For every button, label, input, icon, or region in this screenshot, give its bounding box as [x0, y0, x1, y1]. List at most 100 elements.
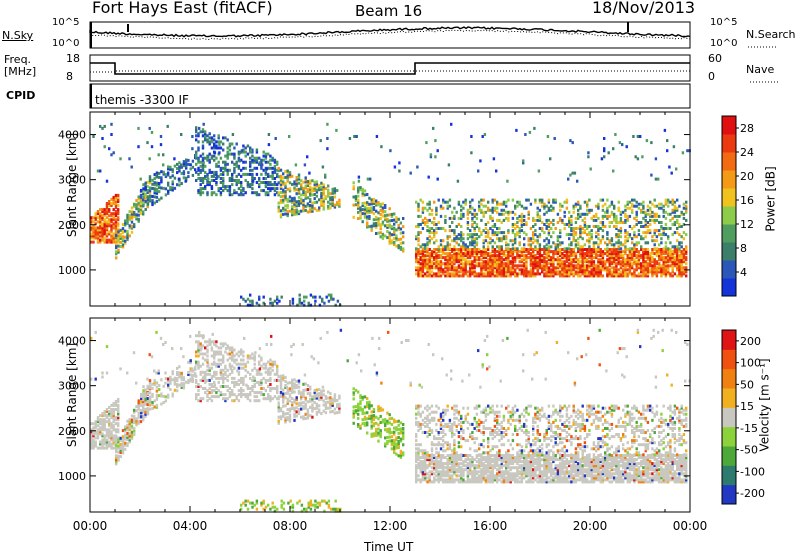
power-cell [529, 268, 533, 272]
power-cell [676, 260, 679, 264]
power-cell [491, 210, 494, 214]
power-cell [525, 268, 528, 272]
power-cell [117, 236, 120, 240]
power-cell [363, 211, 367, 215]
power-cell [219, 146, 223, 150]
velocity-cell [264, 397, 268, 401]
power-cell [606, 254, 609, 258]
velocity-cell [204, 370, 207, 374]
power-cell [471, 243, 474, 247]
power-cell [534, 254, 537, 258]
power-cell [527, 270, 530, 274]
power-cell [646, 270, 650, 274]
velocity-cell [130, 426, 134, 430]
power-cell [583, 254, 587, 258]
power-cell [235, 181, 238, 184]
power-cell [655, 274, 659, 278]
velocity-cell [219, 352, 223, 356]
power-cell [613, 245, 616, 249]
power-cell [282, 200, 285, 204]
power-cell [658, 248, 661, 251]
power-cell [559, 254, 562, 258]
velocity-cell [117, 458, 120, 462]
power-cell [460, 270, 463, 274]
power-cell [336, 203, 339, 207]
power-cell [286, 204, 289, 207]
velocity-cell [189, 377, 192, 381]
velocity-cell [264, 366, 268, 370]
power-cell [529, 243, 533, 247]
power-cell [473, 214, 476, 218]
power-cell [671, 200, 674, 204]
velocity-cell [130, 436, 134, 440]
power-cell [547, 198, 551, 202]
power-cell [561, 256, 564, 260]
power-cell [583, 272, 587, 276]
power-cell [496, 254, 499, 258]
power-cell [368, 202, 371, 206]
power-cell [482, 262, 485, 266]
power-cell [435, 206, 438, 210]
power-cell [541, 268, 544, 272]
power-cell [685, 200, 688, 204]
power-cell [464, 266, 467, 270]
power-cell [155, 181, 159, 185]
velocity-cell [126, 423, 129, 427]
power-cell [215, 193, 218, 197]
power-cell [626, 206, 629, 210]
power-cell [96, 169, 100, 173]
velocity-cell [201, 362, 205, 366]
power-cell [523, 250, 526, 254]
velocity-cell [300, 395, 303, 399]
velocity-cell [288, 395, 292, 399]
velocity-cell [219, 370, 223, 374]
power-cell [543, 206, 546, 210]
power-cell [311, 201, 314, 205]
power-cell [633, 216, 636, 220]
velocity-cell [128, 440, 131, 444]
power-cell [586, 266, 589, 270]
power-cell [534, 245, 537, 249]
power-cell [208, 170, 211, 174]
velocity-cell [213, 380, 216, 384]
velocity-cell [148, 407, 152, 411]
velocity-cell [258, 380, 261, 384]
velocity-cell [112, 410, 115, 413]
velocity-cell [114, 436, 118, 440]
power-cell [279, 213, 283, 217]
power-cell [204, 132, 207, 136]
power-cell [599, 198, 602, 202]
power-cell [171, 186, 174, 190]
power-cell [592, 260, 596, 264]
power-cell [204, 138, 207, 142]
power-cell [295, 178, 298, 181]
power-cell [536, 272, 539, 276]
velocity-cell [295, 410, 298, 414]
power-cell [114, 202, 118, 205]
power-cell [357, 179, 361, 183]
power-cell [153, 195, 156, 199]
power-cell [101, 230, 104, 234]
velocity-cell [288, 389, 292, 393]
power-cell [377, 219, 380, 223]
velocity-cell [126, 419, 129, 423]
power-cell [473, 229, 476, 233]
power-cell [435, 210, 438, 214]
power-cell [669, 258, 672, 262]
power-cell [662, 256, 665, 260]
velocity-cell [282, 396, 285, 400]
power-cell [240, 185, 243, 189]
power-cell [601, 274, 605, 278]
power-cell [460, 256, 463, 260]
velocity-cell [94, 420, 97, 424]
power-cell [442, 270, 445, 274]
velocity-cell [293, 406, 296, 410]
power-cell [631, 272, 634, 276]
power-cell [570, 233, 573, 237]
power-cell [424, 274, 427, 278]
velocity-cell [253, 376, 256, 380]
power-cell [633, 270, 636, 274]
power-cell [516, 247, 519, 251]
power-cell [480, 254, 483, 258]
power-cell [523, 266, 526, 270]
